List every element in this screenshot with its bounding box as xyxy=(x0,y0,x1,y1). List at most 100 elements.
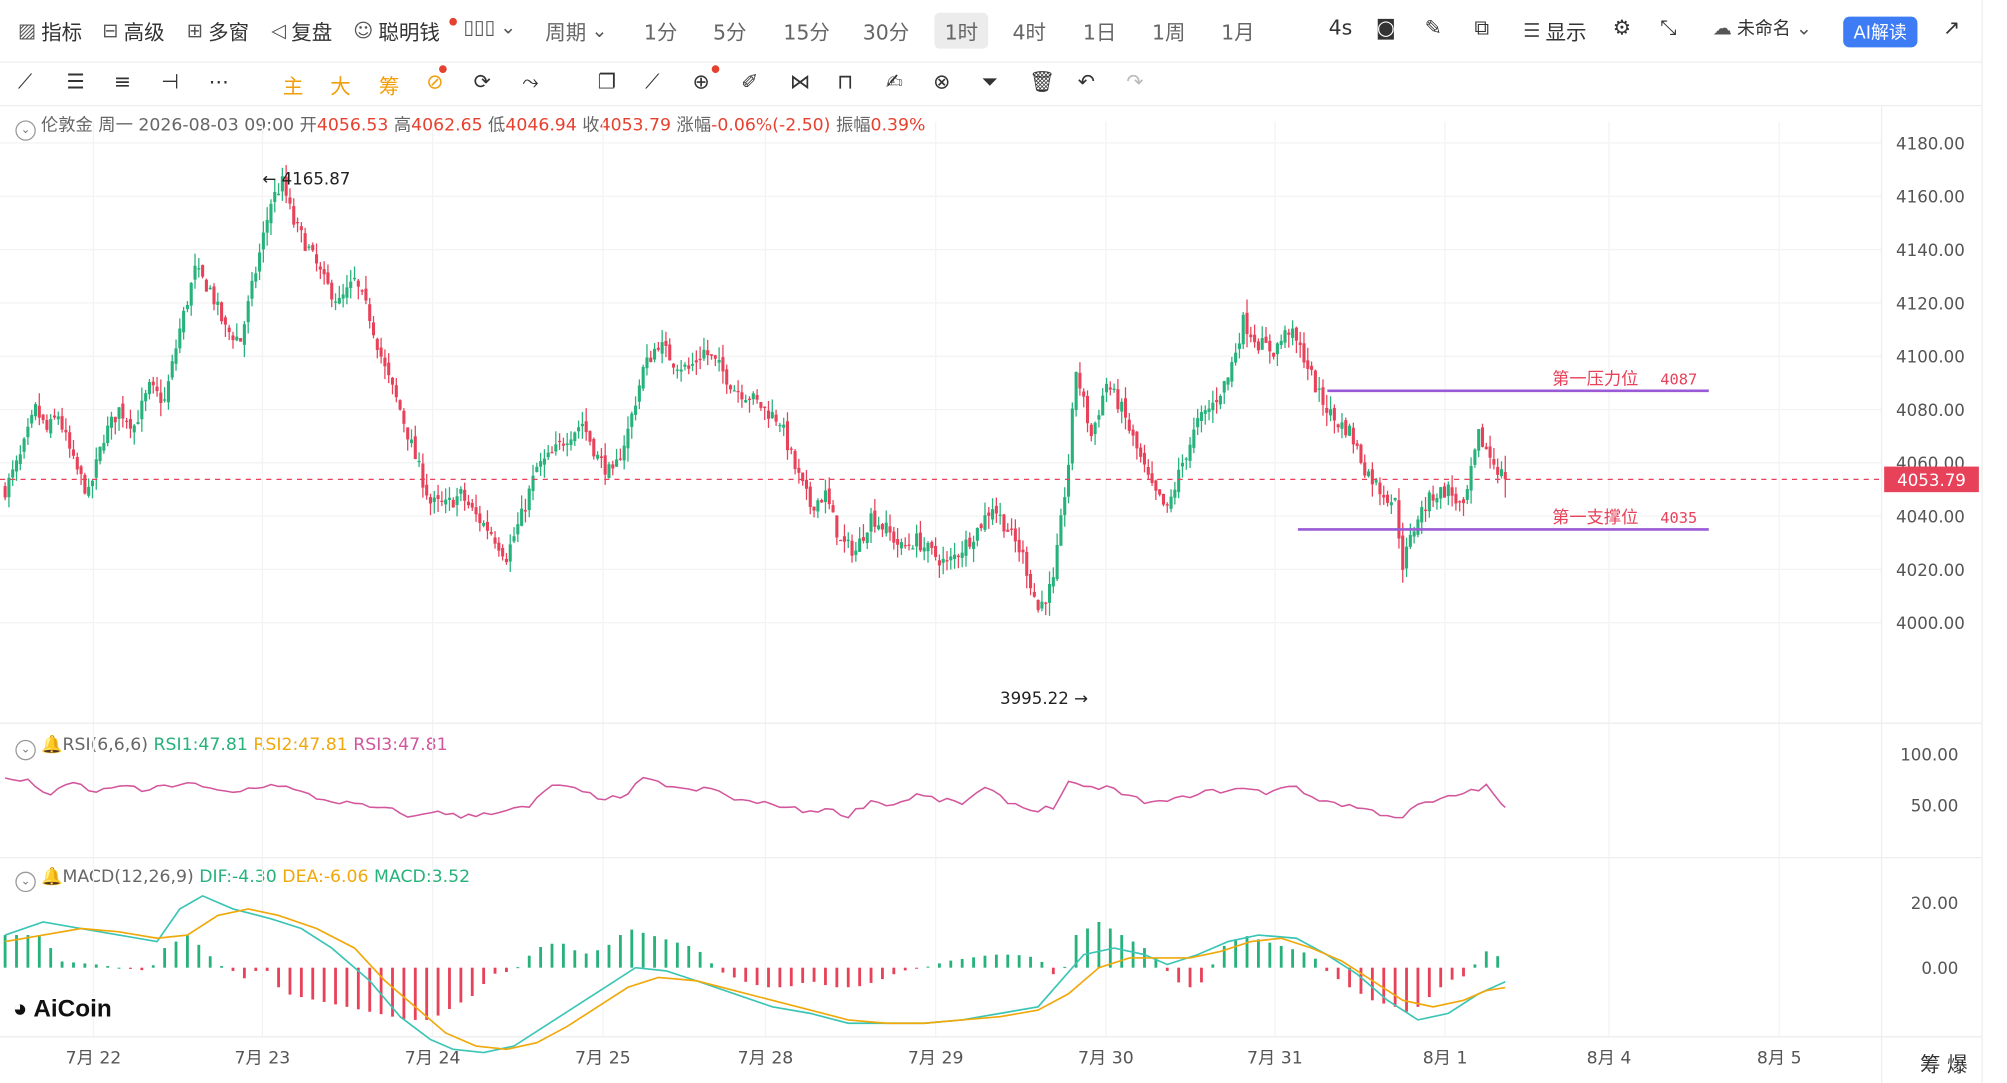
macd-bar xyxy=(425,967,429,1020)
smart-money-button[interactable]: ☺ 聪明钱 xyxy=(353,19,440,45)
macd-bar xyxy=(573,950,577,968)
candle-body xyxy=(208,287,212,290)
line-tool-icon[interactable]: ⟋ xyxy=(17,69,33,94)
collapse-icon[interactable]: ⤡ xyxy=(1660,15,1677,40)
copy-icon[interactable]: ❐ xyxy=(597,69,617,94)
candle-body xyxy=(793,450,797,469)
candle-body xyxy=(915,533,919,547)
undo-icon[interactable]: ↶ xyxy=(1077,69,1095,94)
candle-body xyxy=(421,463,425,488)
candle-body xyxy=(812,506,816,511)
candle-body xyxy=(261,232,265,250)
display-button[interactable]: ☰ 显示 xyxy=(1523,19,1587,45)
trend-icon[interactable]: ⤳ xyxy=(522,69,539,94)
settings-icon[interactable]: ⚙ xyxy=(1612,15,1632,40)
refresh-interval[interactable]: 4s xyxy=(1328,15,1353,40)
edit-icon[interactable]: ✍ xyxy=(885,69,903,94)
candle-body xyxy=(1279,340,1283,345)
period-30m[interactable]: 30分 xyxy=(862,20,910,45)
chip-button[interactable]: 筹 xyxy=(378,74,400,99)
layout-dropdown[interactable]: ☁ 未命名 ⌄ xyxy=(1712,16,1812,40)
period-1d[interactable]: 1日 xyxy=(1082,20,1117,45)
smart-money-icon: ☺ xyxy=(353,19,374,43)
ai-analysis-button[interactable]: AI解读 xyxy=(1843,16,1918,48)
collapse-icon[interactable]: ⌄ xyxy=(15,120,36,141)
lock-icon[interactable]: ⊓ xyxy=(837,69,854,94)
candle-body xyxy=(113,416,117,423)
ai-line-icon[interactable]: ⊘ xyxy=(426,69,444,94)
collapse-icon[interactable]: ⌄ xyxy=(15,739,36,761)
period-15m[interactable]: 15分 xyxy=(783,20,830,45)
candle-body xyxy=(1078,372,1082,389)
period-5m[interactable]: 5分 xyxy=(712,20,747,45)
filter-icon[interactable]: ⏷ xyxy=(981,69,999,94)
macd-bar xyxy=(3,935,7,968)
candle-body xyxy=(322,269,326,275)
camera-icon[interactable]: ◙ xyxy=(1376,15,1396,40)
candle-body xyxy=(922,547,926,552)
macd-bar xyxy=(653,936,656,968)
candle-body xyxy=(1458,501,1462,503)
multi-window-button[interactable]: ⊞ 多窗 xyxy=(186,19,250,45)
macd-bar xyxy=(561,943,565,968)
period-4h[interactable]: 4时 xyxy=(1012,20,1046,45)
period-dropdown[interactable]: 周期 ⌄ xyxy=(545,19,608,45)
chevron-down-icon: ⌄ xyxy=(1795,16,1812,40)
macd-bar xyxy=(698,951,702,968)
candle-body xyxy=(250,280,254,299)
main-force-button[interactable]: 主 xyxy=(282,74,304,99)
candle-body xyxy=(888,526,892,533)
channel-tool-icon[interactable]: ≡ xyxy=(113,69,132,94)
period-1w[interactable]: 1周 xyxy=(1152,20,1186,45)
candle-body xyxy=(174,348,178,364)
candles xyxy=(3,165,1507,616)
min-price-marker: 3995.22 → xyxy=(1000,689,1088,708)
indicator-toggle[interactable]: ▯▯▯ ⌄ xyxy=(463,15,516,38)
parallel-tool-icon[interactable]: ☰ xyxy=(66,69,85,94)
bell-icon[interactable]: 🔔 xyxy=(40,866,63,888)
macd-bar xyxy=(1097,921,1101,968)
candle-body xyxy=(1051,577,1055,587)
candle-body xyxy=(37,405,41,418)
macd-bar xyxy=(1051,967,1055,975)
new-window-icon[interactable]: ⧉ xyxy=(1474,15,1490,40)
pen-icon[interactable]: ✎ xyxy=(1424,15,1442,40)
candle-body xyxy=(937,560,941,566)
bell-icon[interactable]: 🔔 xyxy=(40,734,63,756)
brush-icon[interactable]: ✐ xyxy=(741,69,759,94)
period-1h[interactable]: 1时 xyxy=(934,12,989,49)
large-order-button[interactable]: 大 xyxy=(330,74,351,99)
candle-body xyxy=(934,546,938,557)
link-icon[interactable]: ⊗ xyxy=(933,69,951,94)
candle-body xyxy=(1496,466,1500,475)
more-tools-icon[interactable]: ⋯ xyxy=(208,69,230,94)
candle-body xyxy=(371,322,376,336)
x-tick-label: 8月 4 xyxy=(1587,1049,1632,1069)
advanced-button[interactable]: ⊟ 高级 xyxy=(102,19,165,45)
share-icon[interactable]: ↗ xyxy=(1943,15,1961,40)
period-1mo[interactable]: 1月 xyxy=(1221,20,1255,45)
redo-icon[interactable]: ↷ xyxy=(1126,69,1144,94)
delete-icon[interactable]: 🗑 xyxy=(1029,69,1056,94)
hline-tool-icon[interactable]: ⊣ xyxy=(161,69,180,94)
ruler-icon[interactable]: ⟋ xyxy=(645,69,660,94)
candle-body xyxy=(1256,341,1260,351)
bottom-tools[interactable]: 筹 爆 xyxy=(1920,1052,1968,1077)
sync-icon[interactable]: ⟳ xyxy=(473,69,491,94)
candle-body xyxy=(1207,408,1211,412)
candle-body xyxy=(1386,494,1390,503)
candle-body xyxy=(728,385,733,390)
collapse-icon[interactable]: ⌄ xyxy=(15,871,36,893)
indicator-button[interactable]: ▨ 指标 xyxy=(17,19,83,45)
macd-bar xyxy=(824,967,827,986)
macd-bar xyxy=(379,967,383,1015)
period-1m[interactable]: 1分 xyxy=(643,20,678,45)
candle-body xyxy=(1344,420,1348,436)
zoom-icon[interactable]: ⊕ xyxy=(692,69,710,94)
replay-button[interactable]: ◁ 复盘 xyxy=(271,19,333,45)
candle-body xyxy=(717,360,721,363)
magnet-icon[interactable]: ⋈ xyxy=(789,69,811,94)
candle-body xyxy=(899,542,903,549)
candle-body xyxy=(284,176,288,196)
